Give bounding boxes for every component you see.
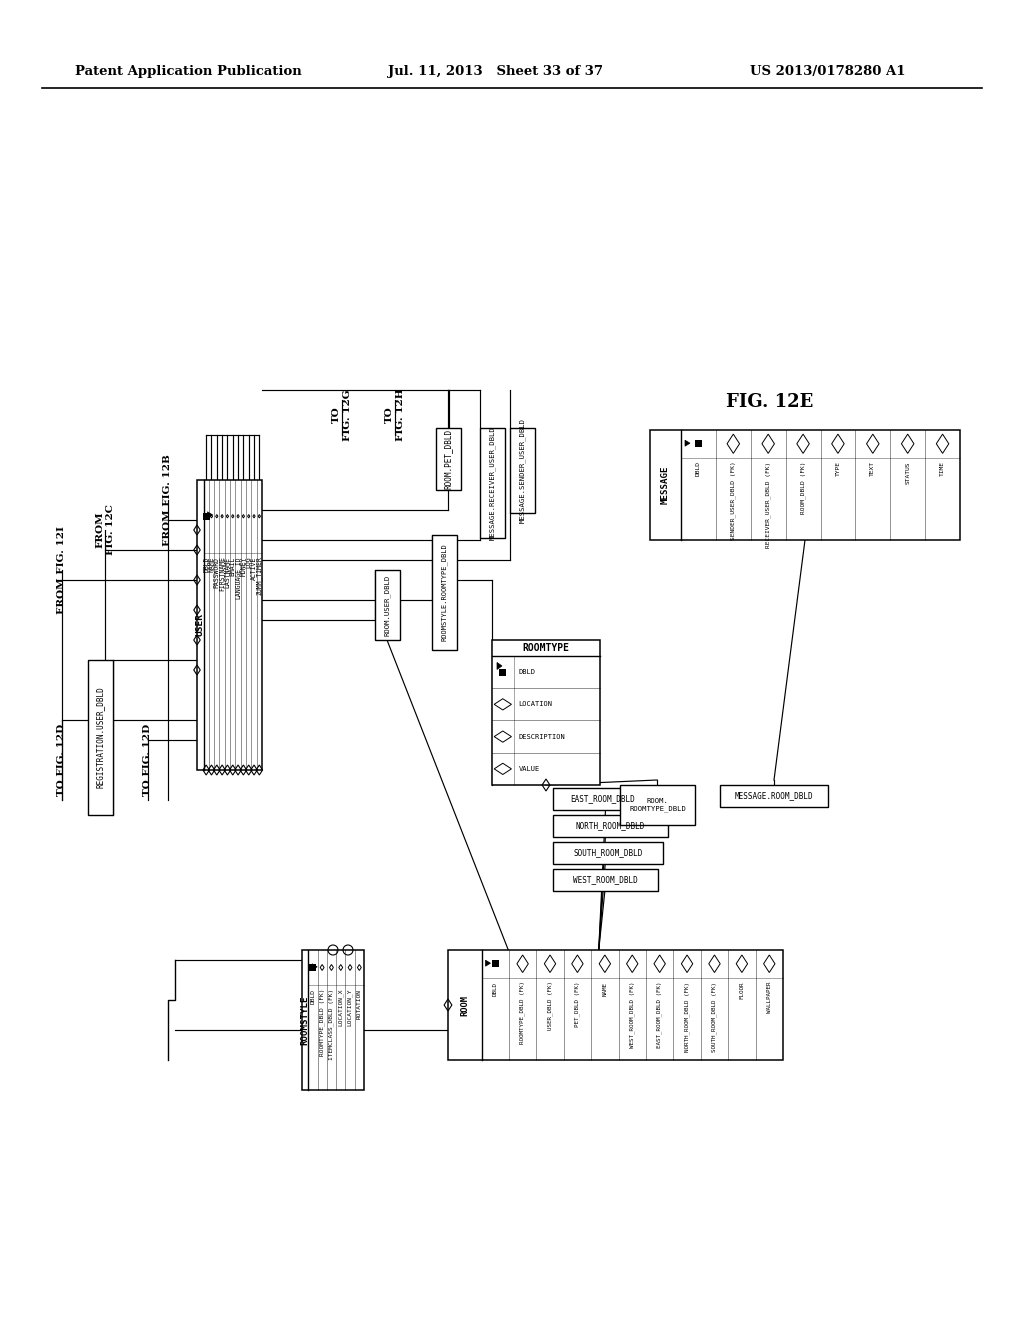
Text: ■: ■ [494, 962, 497, 966]
Text: FIRSTNAME: FIRSTNAME [219, 557, 225, 591]
Text: USER_DBLD (FK): USER_DBLD (FK) [547, 982, 553, 1031]
Text: NAME: NAME [602, 982, 607, 995]
Text: MESSAGE: MESSAGE [662, 466, 670, 504]
Text: EMAIL: EMAIL [229, 557, 236, 576]
Text: MONEY: MONEY [241, 557, 247, 576]
Polygon shape [208, 512, 213, 517]
Polygon shape [685, 440, 690, 446]
Text: TIME: TIME [940, 462, 945, 477]
Text: ROOM.USER_DBLD: ROOM.USER_DBLD [384, 574, 391, 636]
Bar [553, 788, 653, 810]
Text: PASSWORD: PASSWORD [214, 557, 220, 587]
Text: NAME: NAME [209, 557, 214, 572]
Text: TO
FIG. 12G: TO FIG. 12G [333, 389, 351, 441]
Text: MESSAGE.ROOM_DBLD: MESSAGE.ROOM_DBLD [734, 792, 813, 800]
Text: FROM FIG. 12B: FROM FIG. 12B [164, 454, 172, 546]
Polygon shape [312, 964, 317, 970]
Text: REGISTRATION.USER_DBLD: REGISTRATION.USER_DBLD [96, 686, 105, 788]
Bar [695, 441, 701, 447]
Bar [436, 428, 461, 490]
Text: Jul. 11, 2013   Sheet 33 of 37: Jul. 11, 2013 Sheet 33 of 37 [388, 66, 603, 78]
Text: TYPE: TYPE [836, 462, 841, 477]
Text: WEST_ROOM_DBLD: WEST_ROOM_DBLD [573, 875, 638, 884]
Text: SENDER_USER_DBLD (FK): SENDER_USER_DBLD (FK) [730, 462, 736, 540]
Text: FIG. 12E: FIG. 12E [726, 393, 813, 411]
Text: RECEIVER_USER_DBLD (FK): RECEIVER_USER_DBLD (FK) [765, 462, 771, 548]
Polygon shape [497, 663, 502, 669]
Text: LOG: LOG [246, 557, 252, 568]
Text: DBLD: DBLD [696, 462, 701, 477]
Text: WALLPAPER: WALLPAPER [767, 982, 772, 1012]
Text: VALUE: VALUE [518, 766, 540, 772]
Text: DBLD: DBLD [493, 982, 498, 995]
Text: EAST_ROOM_DBLD: EAST_ROOM_DBLD [570, 795, 635, 804]
Text: ZUMM_TIMER: ZUMM_TIMER [256, 557, 263, 595]
Text: TO FIG. 12D: TO FIG. 12D [57, 723, 67, 796]
Bar [510, 428, 535, 513]
Text: FLOOR: FLOOR [739, 982, 744, 999]
Bar [88, 660, 113, 814]
Bar [720, 785, 828, 807]
Text: DBLD: DBLD [518, 669, 536, 675]
Text: DBLD: DBLD [203, 557, 209, 572]
Bar [480, 428, 505, 539]
Text: ROTATION: ROTATION [356, 989, 361, 1019]
Text: EAST_ROOM_DBLD (FK): EAST_ROOM_DBLD (FK) [656, 982, 663, 1048]
Text: LANGUAGE_ID: LANGUAGE_ID [234, 557, 242, 599]
Text: USER: USER [196, 614, 205, 636]
Text: FROM
FIG. 12C: FROM FIG. 12C [95, 504, 115, 556]
Text: TEXT: TEXT [870, 462, 876, 477]
Text: ROOM.PET_DBLD: ROOM.PET_DBLD [444, 429, 453, 490]
Text: STATUS: STATUS [905, 462, 910, 484]
Text: TO FIG. 12D: TO FIG. 12D [143, 723, 153, 796]
Bar [432, 535, 457, 649]
Text: DESCRIPTION: DESCRIPTION [518, 734, 565, 739]
Bar [197, 480, 262, 770]
Bar [553, 842, 663, 865]
Text: WEST_ROOM_DBLD (FK): WEST_ROOM_DBLD (FK) [630, 982, 635, 1048]
Text: LOCATION_Y: LOCATION_Y [347, 989, 353, 1027]
Text: SOUTH_ROOM_DBLD (FK): SOUTH_ROOM_DBLD (FK) [712, 982, 717, 1052]
Text: ACTIVE: ACTIVE [251, 557, 257, 579]
Text: PET_DBLD (FK): PET_DBLD (FK) [574, 982, 581, 1027]
Text: ROOMSTYLE: ROOMSTYLE [301, 995, 309, 1044]
Text: TO
FIG. 12H: TO FIG. 12H [385, 388, 404, 441]
Bar [302, 950, 364, 1090]
Text: SOUTH_ROOM_DBLD: SOUTH_ROOM_DBLD [573, 849, 643, 858]
Text: LASTNAME: LASTNAME [224, 557, 230, 587]
Text: NORTH_ROOM_DBLD (FK): NORTH_ROOM_DBLD (FK) [684, 982, 690, 1052]
Text: MESSAGE.SENDER_USER_DBLD: MESSAGE.SENDER_USER_DBLD [519, 418, 525, 523]
Text: US 2013/0178280 A1: US 2013/0178280 A1 [750, 66, 905, 78]
Text: ROOM_DBLD (FK): ROOM_DBLD (FK) [801, 462, 806, 513]
Bar [203, 512, 210, 520]
Text: ROOMSTYLE.ROOMTYPE_DBLD: ROOMSTYLE.ROOMTYPE_DBLD [441, 544, 447, 642]
Bar [620, 785, 695, 825]
Text: NORTH_ROOM_DBLD: NORTH_ROOM_DBLD [575, 821, 645, 830]
Text: ROOM.
ROOMTYPE_DBLD: ROOM. ROOMTYPE_DBLD [629, 799, 686, 812]
Text: ROOMTYPE: ROOMTYPE [522, 643, 569, 653]
Text: LOCATION_X: LOCATION_X [338, 989, 344, 1027]
Bar [309, 964, 316, 972]
Text: FROM FIG. 12I: FROM FIG. 12I [57, 525, 67, 614]
Bar [375, 570, 400, 640]
Text: LOCATION: LOCATION [518, 701, 553, 708]
Text: ■: ■ [204, 513, 209, 519]
Text: ■: ■ [696, 441, 700, 446]
Bar [553, 869, 658, 891]
Text: Patent Application Publication: Patent Application Publication [75, 66, 302, 78]
Bar [492, 960, 499, 968]
Bar [553, 814, 668, 837]
Bar [449, 950, 783, 1060]
Polygon shape [485, 960, 490, 966]
Text: ■: ■ [310, 965, 315, 970]
Text: ROOM: ROOM [460, 994, 469, 1015]
Bar [500, 669, 506, 676]
Bar [650, 430, 961, 540]
Text: ROOMTYPE_DBLD (FK): ROOMTYPE_DBLD (FK) [319, 989, 325, 1056]
Text: DBLD: DBLD [310, 989, 315, 1005]
Text: MESSAGE.RECEIVER_USER_DBLD: MESSAGE.RECEIVER_USER_DBLD [489, 426, 496, 540]
Text: ITEMCLASS_DBLD (FK): ITEMCLASS_DBLD (FK) [329, 989, 334, 1060]
Text: ROOMTYPE_DBLD (FK): ROOMTYPE_DBLD (FK) [520, 982, 525, 1044]
Bar [492, 640, 600, 785]
